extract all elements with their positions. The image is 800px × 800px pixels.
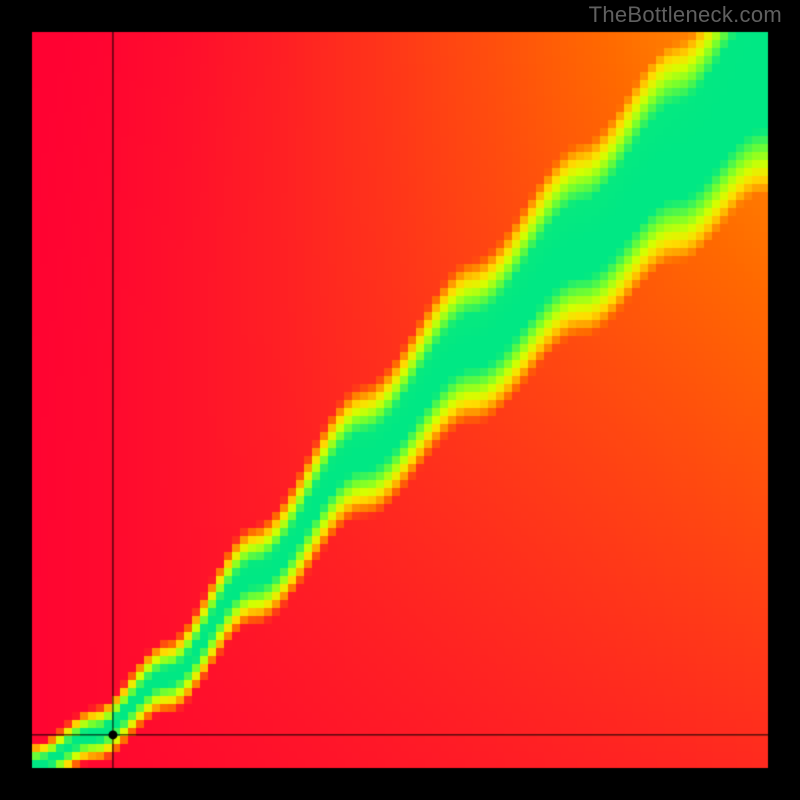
- chart-container: TheBottleneck.com: [0, 0, 800, 800]
- watermark-label: TheBottleneck.com: [589, 2, 782, 28]
- heatmap-canvas: [0, 0, 800, 800]
